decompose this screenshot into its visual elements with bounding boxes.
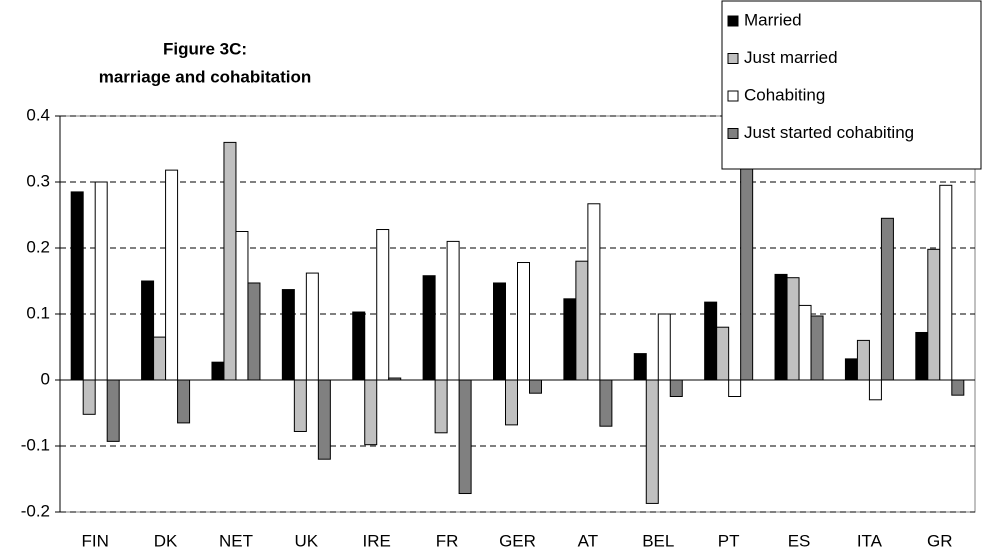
bar (704, 301, 718, 381)
bar (645, 379, 659, 504)
bar (868, 379, 882, 401)
legend-swatch (727, 15, 739, 27)
bar (434, 379, 448, 434)
chart-title: marriage and cohabitation (99, 67, 312, 86)
legend-label: Just started cohabiting (744, 123, 914, 142)
bar (505, 379, 518, 426)
y-tick-label: 0.1 (26, 303, 50, 322)
bar (915, 331, 929, 381)
bar (927, 248, 941, 381)
y-tick-label: 0.4 (26, 105, 50, 124)
bar (529, 379, 542, 394)
bar (856, 339, 870, 381)
x-tick-label: AT (578, 531, 598, 550)
bar (563, 298, 577, 381)
bar (810, 315, 824, 381)
bar (235, 231, 249, 381)
bar (740, 135, 754, 381)
bar (364, 379, 378, 446)
y-tick-label: -0.1 (21, 435, 50, 454)
bar (880, 217, 894, 381)
legend-swatch (727, 128, 739, 139)
bar (458, 379, 472, 495)
y-tick-label: 0 (41, 369, 50, 388)
bar (939, 184, 953, 381)
x-tick-label: NET (219, 531, 253, 550)
bar (587, 203, 601, 381)
bar (422, 275, 436, 381)
bar (211, 361, 225, 381)
x-tick-label: FR (436, 531, 459, 550)
legend-swatch (727, 90, 739, 102)
legend-label: Cohabiting (744, 85, 825, 104)
bar (786, 277, 800, 381)
y-tick-label: 0.3 (26, 171, 50, 190)
bar (352, 311, 366, 381)
bar (153, 336, 167, 381)
bar (317, 379, 331, 460)
bar (141, 280, 155, 381)
bar (165, 169, 179, 381)
y-tick-label: 0.2 (26, 237, 50, 256)
bar (633, 353, 647, 381)
bar (798, 304, 812, 381)
bar (223, 141, 237, 381)
bar (669, 379, 683, 397)
bar (844, 358, 858, 381)
bar (774, 273, 788, 381)
bar (517, 262, 530, 381)
bar (94, 181, 108, 381)
legend-box (721, 0, 982, 170)
bar (599, 379, 613, 427)
legend-swatch (727, 53, 739, 64)
x-tick-label: GER (499, 531, 536, 550)
bar (951, 379, 965, 396)
x-tick-label: ES (788, 531, 811, 550)
bar (716, 326, 730, 381)
bar (305, 272, 319, 381)
bar (657, 313, 671, 381)
x-tick-label: FIN (81, 531, 108, 550)
x-tick-label: UK (295, 531, 319, 550)
bar (177, 379, 191, 424)
bar (247, 282, 261, 381)
x-tick-label: ITA (857, 531, 883, 550)
x-tick-label: PT (718, 531, 740, 550)
bar (106, 379, 120, 442)
y-tick-label: -0.2 (21, 501, 50, 520)
bar (70, 191, 84, 381)
x-tick-label: GR (927, 531, 953, 550)
x-tick-label: DK (154, 531, 178, 550)
x-tick-label: IRE (363, 531, 391, 550)
chart-title: Figure 3C: (163, 39, 247, 58)
bar (493, 282, 506, 381)
legend-label: Just married (744, 48, 838, 67)
bar (376, 229, 390, 381)
bar (293, 379, 307, 432)
bar (82, 379, 96, 415)
bar (575, 260, 589, 381)
x-tick-label: BEL (642, 531, 674, 550)
bar (446, 240, 460, 381)
bar (728, 379, 742, 397)
bar (281, 289, 295, 381)
legend-label: Married (744, 10, 802, 29)
